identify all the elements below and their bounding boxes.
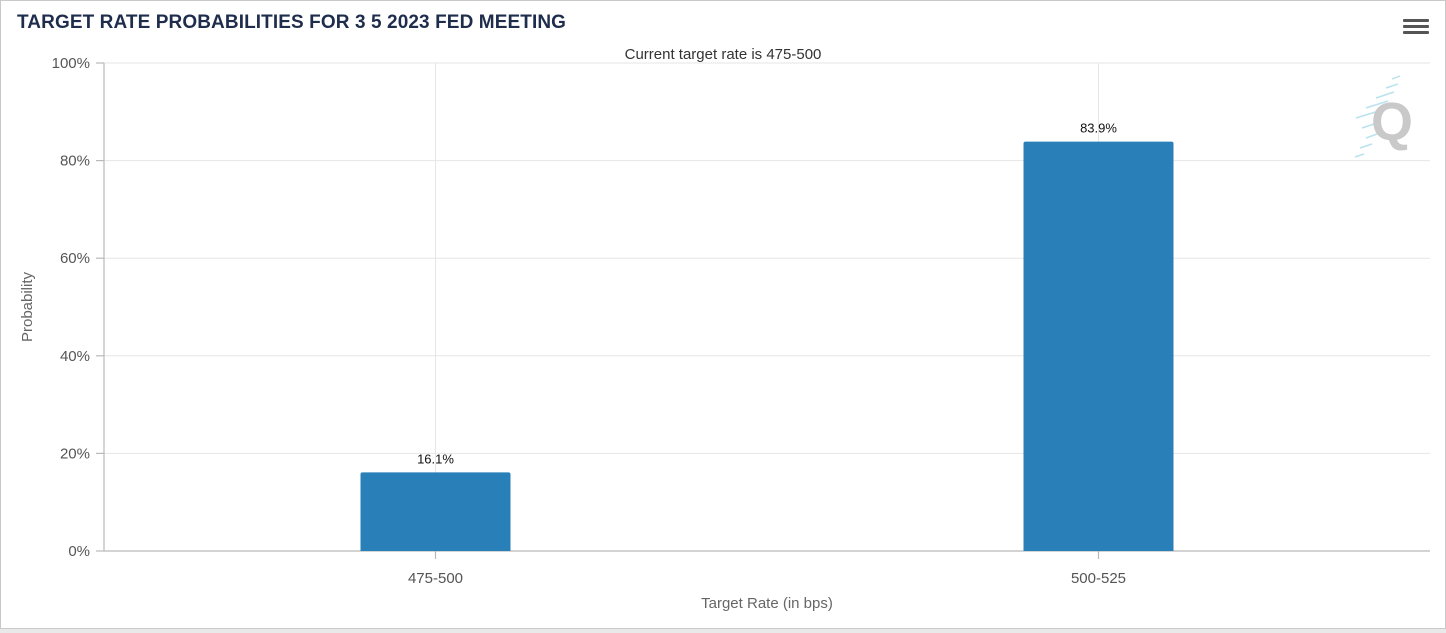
svg-text:Q: Q — [1371, 92, 1413, 152]
label-layer: 0% 20% 40% 60% 80% 100% 475-500 16.1% 500-525 83.… — [52, 55, 1126, 587]
y-tick-label: 20% — [60, 445, 90, 462]
x-tick-label: 475-500 — [408, 570, 463, 587]
bar-500-525[interactable] — [1023, 141, 1174, 551]
x-tick-label: 500-525 — [1071, 570, 1126, 587]
chart-title: TARGET RATE PROBABILITIES FOR 3 5 2023 F… — [17, 12, 567, 33]
grid-layer — [104, 62, 1430, 551]
y-tick-label: 60% — [60, 250, 90, 267]
x-axis-title: Target Rate (in bps) — [701, 595, 833, 612]
bar-475-500[interactable] — [360, 472, 511, 551]
data-label: 16.1% — [417, 451, 454, 466]
chart-subtitle: Current target rate is 475-500 — [625, 46, 822, 63]
bar-layer — [360, 141, 1174, 551]
y-tick-label: 40% — [60, 348, 90, 365]
data-label: 83.9% — [1080, 121, 1117, 136]
y-tick-label: 100% — [52, 55, 90, 72]
bottom-border — [0, 629, 1446, 633]
axis-layer — [96, 62, 1430, 559]
quikstrike-q-logo-icon: Q — [1354, 75, 1413, 158]
hamburger-menu-icon[interactable] — [1403, 19, 1429, 41]
y-tick-label: 0% — [68, 543, 90, 560]
y-tick-label: 80% — [60, 153, 90, 170]
y-axis-title: Probability — [19, 271, 36, 342]
